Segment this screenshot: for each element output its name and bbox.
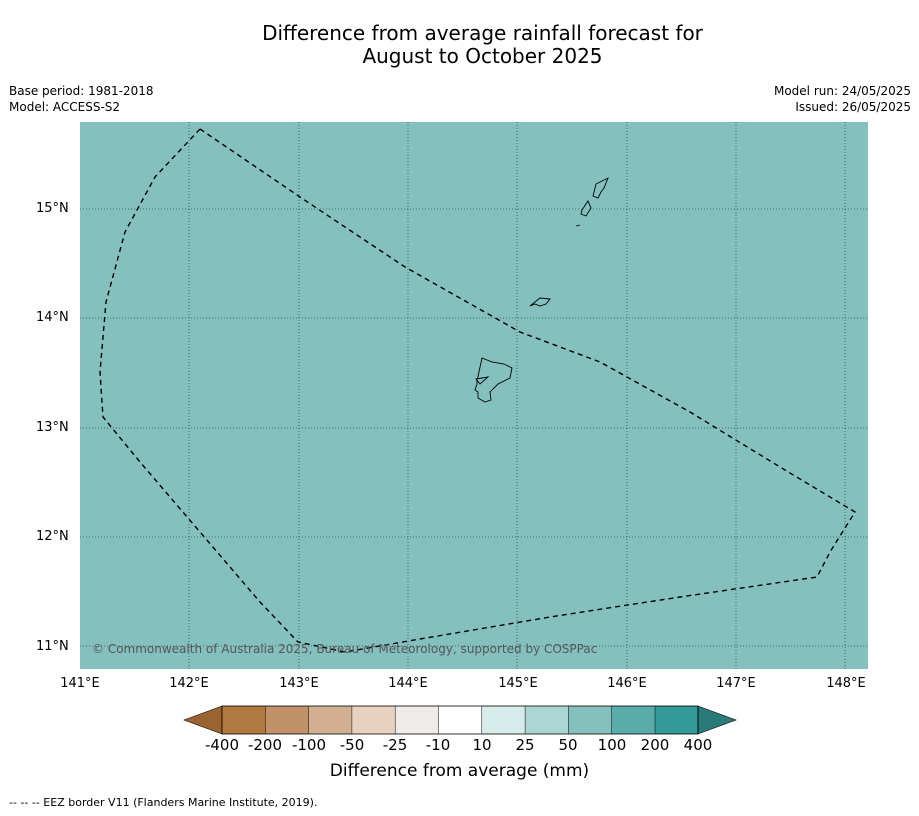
title-line-2: August to October 2025 bbox=[362, 44, 603, 68]
lon-label-142: 142°E bbox=[169, 676, 209, 691]
lat-label-14: 14°N bbox=[36, 310, 69, 325]
colorbar-segment bbox=[222, 706, 266, 734]
graticule bbox=[80, 122, 868, 669]
copyright-text: © Commonwealth of Australia 2025, Bureau… bbox=[92, 642, 597, 656]
colorbar-tick: 50 bbox=[558, 736, 578, 754]
title-line-1: Difference from average rainfall forecas… bbox=[262, 21, 703, 45]
colorbar-tick: 400 bbox=[683, 736, 713, 754]
guam-island bbox=[474, 357, 513, 403]
eez-legend-footer: -- -- -- EEZ border V11 (Flanders Marine… bbox=[9, 796, 318, 809]
lon-label-146: 146°E bbox=[607, 676, 647, 691]
map-background bbox=[80, 122, 868, 669]
islands bbox=[474, 177, 609, 403]
colorbar-segment bbox=[395, 706, 439, 734]
lon-label-141: 141°E bbox=[60, 676, 100, 691]
saipan-island bbox=[592, 177, 609, 199]
colorbar-segment bbox=[568, 706, 612, 734]
colorbar bbox=[183, 705, 737, 735]
colorbar-tick: -25 bbox=[382, 736, 408, 754]
lat-label-11: 11°N bbox=[36, 639, 69, 654]
lat-label-13: 13°N bbox=[36, 420, 69, 435]
map-panel: © Commonwealth of Australia 2025, Bureau… bbox=[80, 122, 868, 669]
colorbar-tick: -400 bbox=[204, 736, 240, 754]
colorbar-tick: 10 bbox=[472, 736, 492, 754]
issued-text: Issued: 26/05/2025 bbox=[795, 100, 911, 114]
colorbar-segment bbox=[655, 706, 698, 734]
model-text: Model: ACCESS-S2 bbox=[9, 100, 121, 114]
colorbar-segment bbox=[611, 706, 655, 734]
colorbar-tick: 200 bbox=[640, 736, 670, 754]
colorbar-outline bbox=[221, 705, 699, 735]
colorbar-tick: -200 bbox=[247, 736, 283, 754]
colorbar-segment bbox=[481, 706, 526, 734]
lon-label-148: 148°E bbox=[826, 676, 866, 691]
colorbar-segment bbox=[525, 706, 569, 734]
colorbar-segment bbox=[308, 706, 352, 734]
colorbar-tick: 100 bbox=[597, 736, 627, 754]
colorbar-tick: -100 bbox=[291, 736, 327, 754]
lat-label-12: 12°N bbox=[36, 529, 69, 544]
rota-island bbox=[529, 297, 551, 307]
lon-label-143: 143°E bbox=[279, 676, 319, 691]
base-period-text: Base period: 1981-2018 bbox=[9, 84, 154, 98]
tinian-island bbox=[580, 200, 592, 217]
colorbar-tick: 25 bbox=[515, 736, 535, 754]
eez-border bbox=[99, 128, 856, 653]
colorbar-segment bbox=[351, 706, 396, 734]
lon-label-147: 147°E bbox=[716, 676, 756, 691]
colorbar-title: Difference from average (mm) bbox=[329, 761, 590, 781]
colorbar-right-arrow bbox=[697, 705, 737, 735]
aguijan-island bbox=[575, 224, 581, 227]
colorbar-tick: -10 bbox=[425, 736, 451, 754]
model-run-text: Model run: 24/05/2025 bbox=[773, 84, 911, 98]
colorbar-tick: -50 bbox=[339, 736, 365, 754]
colorbar-segment bbox=[438, 706, 482, 734]
lat-label-15: 15°N bbox=[36, 201, 69, 216]
colorbar-dividers bbox=[265, 706, 656, 734]
guam-peninsula bbox=[475, 376, 490, 385]
meta-left: Base period: 1981-2018 Model: ACCESS-S2 bbox=[9, 83, 154, 115]
colorbar-left-arrow bbox=[183, 705, 223, 735]
lon-label-144: 144°E bbox=[388, 676, 428, 691]
meta-right: Model run: 24/05/2025 Issued: 26/05/2025 bbox=[774, 83, 911, 115]
colorbar-segment bbox=[265, 706, 309, 734]
map-title: Difference from average rainfall forecas… bbox=[0, 22, 919, 68]
lon-label-145: 145°E bbox=[498, 676, 538, 691]
